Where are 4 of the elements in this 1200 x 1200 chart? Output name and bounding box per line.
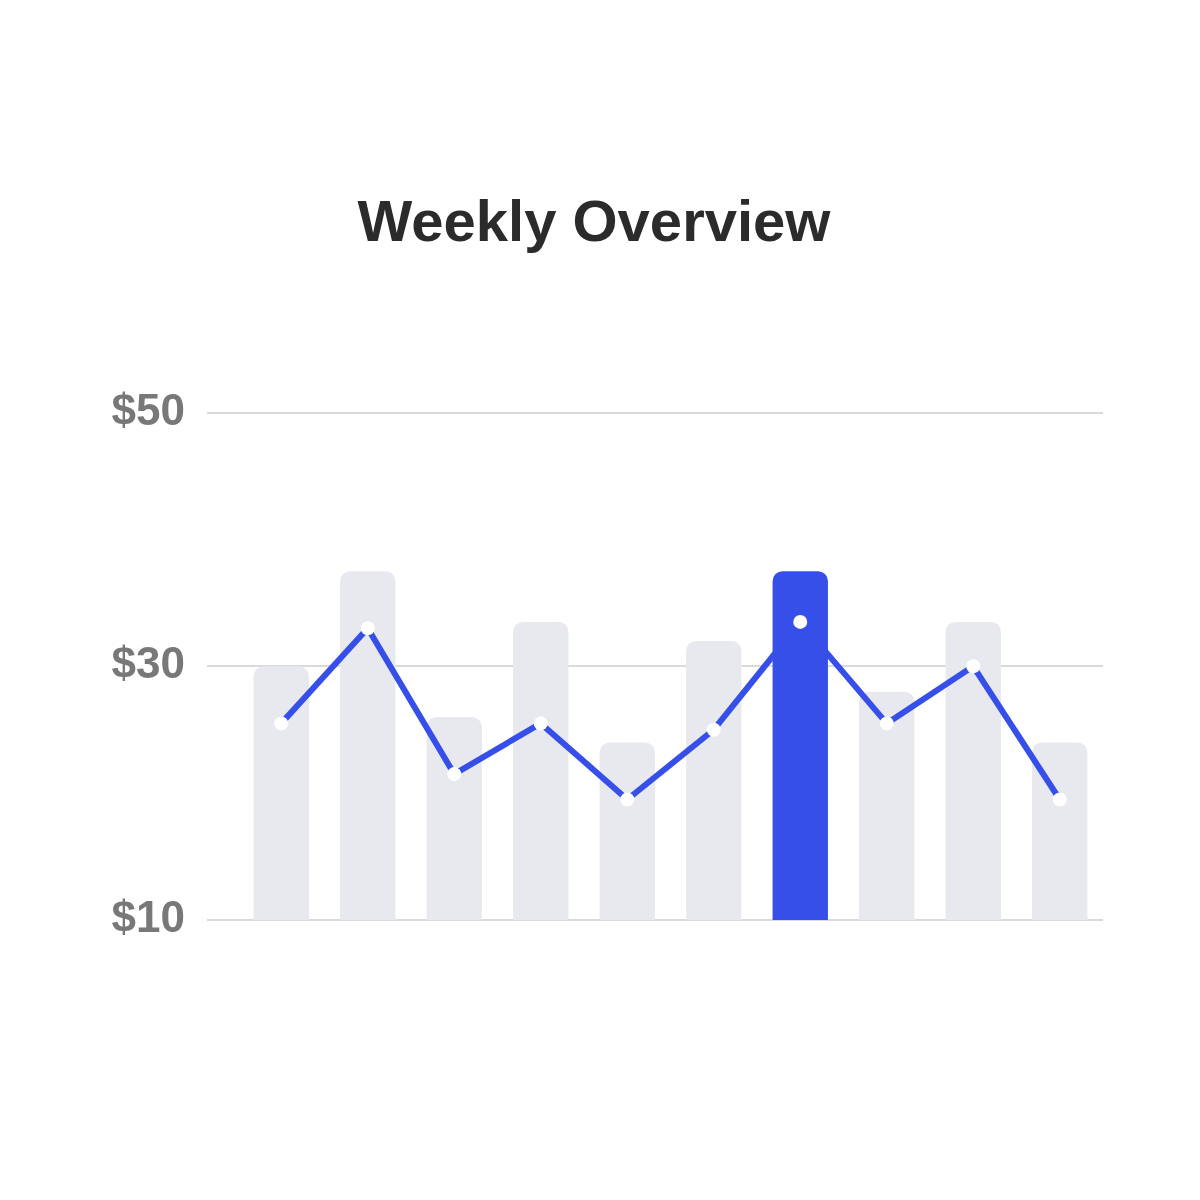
y-tick-label: $10	[111, 892, 185, 942]
y-tick-label: $30	[111, 638, 185, 688]
chart-title: Weekly Overview	[357, 187, 832, 253]
y-tick-label: $50	[111, 384, 185, 434]
